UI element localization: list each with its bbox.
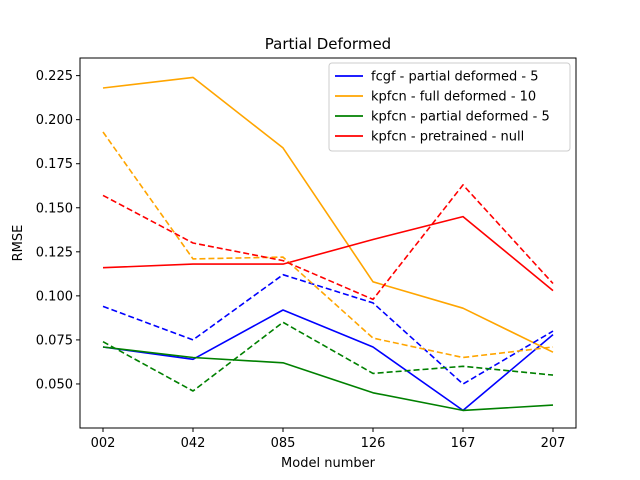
series-line-2 [102, 76, 554, 353]
series-line-7-dashed [102, 321, 554, 392]
x-tick-label: 167 [451, 436, 476, 451]
y-tick-label: 0.150 [36, 201, 73, 216]
series-line-4 [102, 215, 554, 292]
y-axis-label: RMSE [11, 225, 26, 262]
legend: fcgf - partial deformed - 5 kpfcn - full … [328, 62, 571, 152]
legend-box [328, 62, 571, 152]
y-axis: 0.050 0.075 0.100 0.125 0.150 0.175 0.200 0.225 [36, 69, 80, 392]
y-tick-label: 0.100 [36, 289, 73, 304]
series-line-3 [102, 346, 554, 412]
series-layer [102, 76, 554, 412]
y-tick-label: 0.050 [36, 377, 73, 392]
plot-frame [79, 57, 577, 429]
y-tick-label: 0.175 [36, 157, 73, 172]
x-tick-label: 126 [361, 436, 386, 451]
series-line-1 [102, 309, 554, 412]
chart-title: Partial Deformed [265, 35, 391, 53]
series-line-6-dashed [102, 131, 554, 359]
x-tick-label: 002 [91, 436, 116, 451]
legend-entry: kpfcn - full deformed - 10 [371, 90, 536, 105]
y-tick-label: 0.125 [36, 245, 73, 260]
y-tick-label: 0.200 [36, 113, 73, 128]
legend-entry: fcgf - partial deformed - 5 [371, 70, 539, 85]
legend-entry: kpfcn - pretrained - null [371, 130, 524, 145]
legend-entry: kpfcn - partial deformed - 5 [371, 110, 550, 125]
series-line-5-dashed [102, 273, 554, 385]
x-tick-label: 042 [181, 436, 206, 451]
series-line-8-dashed [102, 184, 554, 301]
y-tick-label: 0.225 [36, 69, 73, 84]
x-tick-label: 207 [541, 436, 566, 451]
y-tick-label: 0.075 [36, 333, 73, 348]
x-axis: 002 042 085 126 167 207 [91, 428, 566, 451]
x-tick-label: 085 [271, 436, 296, 451]
x-axis-label: Model number [281, 456, 376, 471]
